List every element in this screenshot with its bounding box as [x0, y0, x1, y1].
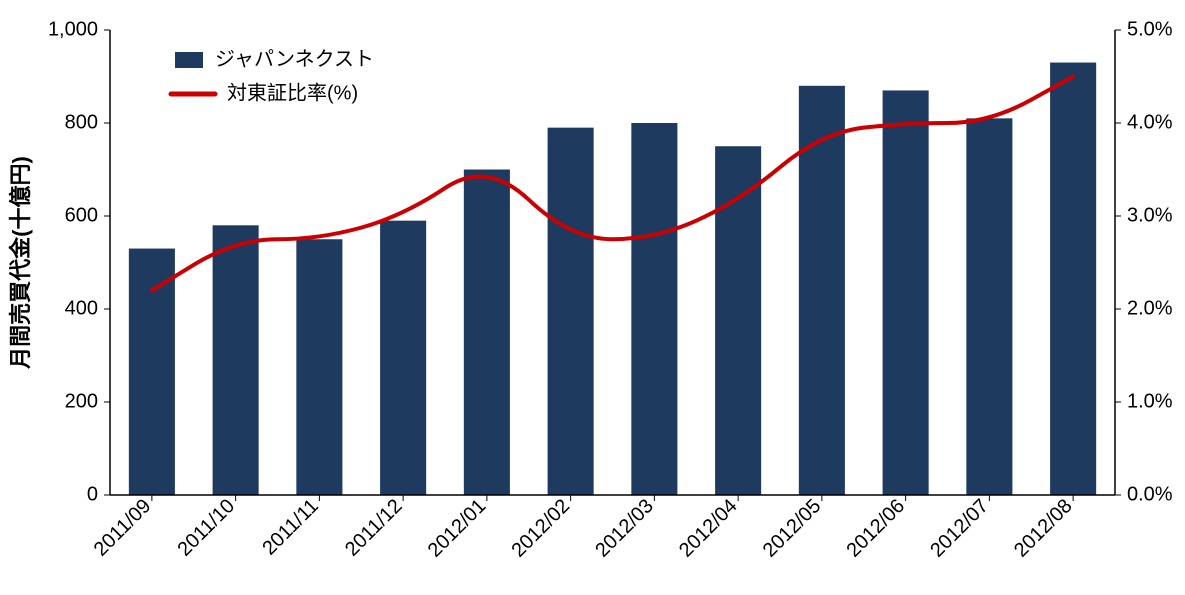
legend-bar-swatch	[175, 52, 203, 68]
bar	[129, 249, 175, 495]
y-left-tick-label: 600	[65, 204, 98, 226]
bar	[966, 118, 1012, 495]
bar	[548, 128, 594, 495]
bar	[631, 123, 677, 495]
y-left-tick-label: 1,000	[48, 18, 98, 40]
y-right-tick-label: 5.0%	[1127, 18, 1173, 40]
bar	[883, 90, 929, 495]
y-right-tick-label: 0.0%	[1127, 483, 1173, 505]
y-left-tick-label: 200	[65, 390, 98, 412]
chart-container: 0 200 400 600 800 1,000 0.0% 1.0% 2.0% 3.0% 4.0% 5.…	[0, 0, 1185, 595]
y-right-tick-label: 2.0%	[1127, 297, 1173, 319]
legend-line-label: 対東証比率(%)	[227, 81, 358, 104]
bar	[213, 225, 259, 495]
bar	[380, 221, 426, 495]
bar	[1050, 63, 1096, 495]
bar	[296, 239, 342, 495]
y-left-tick-label: 800	[65, 111, 98, 133]
y-right-tick-label: 4.0%	[1127, 111, 1173, 133]
y-right-tick-label: 1.0%	[1127, 390, 1173, 412]
y-left-tick-label: 400	[65, 297, 98, 319]
trading-volume-chart: 0 200 400 600 800 1,000 0.0% 1.0% 2.0% 3.0% 4.0% 5.…	[0, 0, 1185, 595]
bar	[464, 170, 510, 496]
y-right-tick-label: 3.0%	[1127, 204, 1173, 226]
legend-bar-label: ジャパンネクスト	[215, 47, 374, 70]
y-left-axis-title: 月間売買代金(十億円)	[8, 156, 33, 370]
y-left-tick-label: 0	[87, 483, 98, 505]
